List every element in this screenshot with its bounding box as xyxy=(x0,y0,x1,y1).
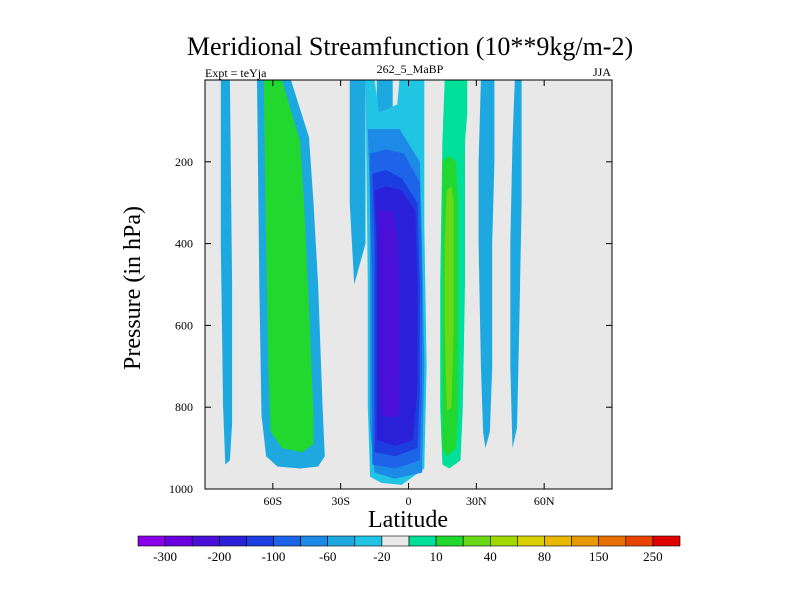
colorbar xyxy=(137,535,681,547)
colorbar-swatch xyxy=(246,535,274,547)
colorbar-label: -100 xyxy=(262,549,286,564)
experiment-label: Expt = teYja xyxy=(205,66,267,80)
colorbar-swatch xyxy=(652,535,681,547)
contour-region-cyan-strat-1 xyxy=(349,80,366,285)
plot-area: 60S 30S 0 30N 60N 200 400 600 800 1000 xyxy=(169,79,613,508)
colorbar-swatch xyxy=(381,535,410,547)
y-tick-label: 200 xyxy=(175,155,193,169)
colorbar-labels: -300 -200 -100 -60 -20 10 40 80 150 250 xyxy=(153,549,662,564)
contour-region-indigo-core xyxy=(379,210,400,418)
x-tick-label: 30S xyxy=(331,494,350,508)
colorbar-swatch xyxy=(164,535,193,547)
x-tick-label: 30N xyxy=(466,494,487,508)
colorbar-label: 10 xyxy=(430,549,443,564)
y-tick-label: 1000 xyxy=(169,482,193,496)
season-label: JJA xyxy=(593,65,611,79)
contour-regions xyxy=(220,80,522,485)
x-axis-title: Latitude xyxy=(368,507,448,533)
colorbar-swatch xyxy=(327,535,356,547)
y-tick-label: 800 xyxy=(175,400,193,414)
colorbar-swatch xyxy=(300,535,329,547)
x-tick-label: 60S xyxy=(263,494,282,508)
colorbar-swatch xyxy=(462,535,491,547)
run-label: 262_5_MaBP xyxy=(377,62,444,76)
chart-title: Meridional Streamfunction (10**9kg/m-2) xyxy=(187,32,633,61)
colorbar-swatch xyxy=(625,535,654,547)
x-tick-label: 0 xyxy=(406,494,412,508)
colorbar-swatch xyxy=(571,535,599,547)
colorbar-swatch xyxy=(408,535,437,547)
colorbar-label: 80 xyxy=(538,549,551,564)
colorbar-swatch xyxy=(489,535,518,547)
colorbar-label: -60 xyxy=(319,549,336,564)
colorbar-swatch xyxy=(435,535,464,547)
colorbar-swatch xyxy=(354,535,383,547)
y-axis-ticks: 200 400 600 800 1000 xyxy=(169,155,612,496)
colorbar-label: -20 xyxy=(373,549,390,564)
colorbar-swatch xyxy=(517,535,545,547)
colorbar-swatch xyxy=(191,535,220,547)
contour-region-cyan-nh-far xyxy=(510,80,522,449)
colorbar-swatch xyxy=(273,535,301,547)
colorbar-label: 250 xyxy=(643,549,663,564)
y-tick-label: 400 xyxy=(175,237,193,251)
colorbar-swatch xyxy=(219,535,247,547)
contour-region-green-nh-core xyxy=(444,186,454,412)
colorbar-swatch xyxy=(137,535,166,547)
colorbar-label: 40 xyxy=(484,549,497,564)
colorbar-label: 150 xyxy=(589,549,609,564)
x-axis-ticks: 60S 30S 0 30N 60N xyxy=(263,80,555,508)
colorbar-label: -200 xyxy=(207,549,231,564)
colorbar-swatch xyxy=(544,535,572,547)
contour-region-cyan-nh-mid xyxy=(478,80,495,449)
colorbar-swatch xyxy=(598,535,627,547)
colorbar-label: -300 xyxy=(153,549,177,564)
contour-region-green-sh-mid xyxy=(263,80,314,453)
y-axis-title: Pressure (in hPa) xyxy=(120,206,146,370)
y-tick-label: 600 xyxy=(175,318,193,332)
x-tick-label: 60N xyxy=(534,494,555,508)
contour-region-cyan-sh-far xyxy=(220,80,233,465)
